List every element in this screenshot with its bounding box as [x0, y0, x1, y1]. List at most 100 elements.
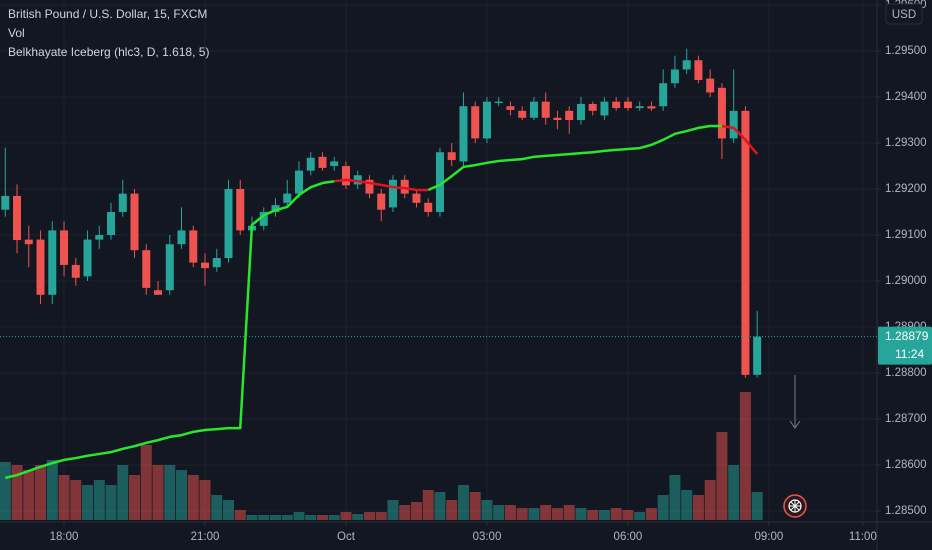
volume-bar [0, 462, 11, 520]
volume-bar [305, 515, 317, 520]
candle-body [154, 290, 163, 295]
candle-body [353, 175, 362, 185]
candle-body [612, 101, 621, 109]
volume-bar [728, 465, 740, 520]
volume-bar [352, 514, 364, 520]
candle-body [236, 189, 245, 231]
candle-body [95, 235, 104, 240]
volume-bar [258, 515, 270, 520]
candle-body [576, 103, 585, 121]
volume-bar [316, 515, 328, 520]
volume-bar [223, 500, 235, 520]
indicator [5, 124, 759, 480]
candle-body [24, 239, 33, 245]
x-tick-label: 09:00 [755, 531, 784, 543]
volume-bar [434, 492, 446, 520]
currency-label: USD [892, 9, 916, 21]
volume-bar [187, 475, 199, 520]
candle-body [741, 110, 750, 375]
x-tick-label: 18:00 [50, 531, 79, 543]
volume-bar [23, 470, 35, 520]
candle-body [283, 193, 292, 203]
candle-body [365, 179, 374, 194]
candle-body [753, 336, 762, 375]
candle-body [294, 170, 303, 194]
volume-bar [281, 515, 293, 520]
volume-bar [493, 505, 505, 520]
volume-bar [234, 510, 246, 520]
candle-body [412, 193, 421, 203]
y-tick-label: 1.29300 [885, 137, 927, 149]
volume-bar [457, 485, 469, 520]
volume-bar [164, 465, 176, 520]
volume-bar [199, 480, 211, 520]
volume-bar [129, 475, 141, 520]
x-tick-label: Oct [337, 531, 356, 543]
candle-body [1, 195, 10, 210]
volume-bar [410, 502, 422, 520]
volume-bar [716, 432, 728, 520]
volume-bar [528, 508, 540, 520]
volume-bar [563, 505, 575, 520]
volume-bar [399, 505, 411, 520]
currency-box [885, 3, 923, 25]
volume-bar [293, 512, 305, 520]
candle-body [471, 106, 480, 139]
volume-bar [516, 508, 528, 520]
candle-body [60, 230, 69, 265]
candle-body [13, 195, 22, 241]
volume-bar [598, 510, 610, 520]
candle-body [165, 244, 174, 291]
candle-body [201, 262, 210, 269]
candle-body [330, 161, 339, 167]
arrow-annotation [789, 375, 801, 429]
symbol-title: British Pound / U.S. Dollar, 15, FXCM [8, 7, 207, 21]
volume-bar [46, 460, 58, 520]
candle-body [506, 106, 515, 110]
volume-bar [11, 465, 23, 520]
volume-bar [504, 505, 516, 520]
volume-bar [540, 505, 552, 520]
volume-bar [176, 470, 188, 520]
candle-body [83, 239, 92, 277]
indicator-line [334, 124, 759, 192]
candle-body [36, 239, 45, 295]
candle-body [541, 101, 550, 118]
volume-bar [422, 490, 434, 520]
candle-body [518, 110, 527, 118]
volume-bar [669, 475, 681, 520]
candle-body [529, 101, 538, 118]
candle-body [306, 157, 315, 171]
candle-body [259, 212, 268, 226]
volume-bar [704, 480, 716, 520]
volume-bar [375, 512, 387, 520]
volume-bar [70, 480, 82, 520]
candle-body [130, 193, 139, 251]
volume-bar [269, 515, 281, 520]
volume-bar [58, 475, 70, 520]
y-tick-label: 1.28500 [885, 505, 927, 517]
volume-pane [0, 392, 763, 520]
candle-body [494, 101, 503, 104]
volume-bar [117, 465, 129, 520]
candle-body [553, 117, 562, 121]
candle-body [118, 193, 127, 213]
volume-bar [575, 508, 587, 520]
volume-bar [681, 490, 693, 520]
volume-bar [246, 515, 258, 520]
replay-button[interactable] [783, 494, 807, 518]
y-tick-label: 1.29500 [885, 45, 927, 57]
candle-body [694, 60, 703, 81]
candle-body [189, 230, 198, 263]
current-price-label: 1.28879 [885, 329, 929, 343]
x-tick-label: 11:00 [849, 531, 877, 543]
candle-body [482, 101, 491, 139]
indicator-line [5, 124, 722, 480]
volume-bar [446, 500, 458, 520]
y-tick-label: 1.28800 [885, 367, 927, 379]
candle-body [212, 258, 221, 268]
volume-bar [152, 465, 164, 520]
volume-bar [481, 500, 493, 520]
volume-bar [105, 485, 117, 520]
